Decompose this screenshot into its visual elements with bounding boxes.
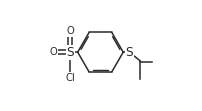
Text: Cl: Cl (66, 73, 75, 83)
Text: O: O (50, 47, 58, 57)
Text: O: O (67, 26, 74, 36)
Text: S: S (125, 46, 133, 59)
Text: S: S (67, 46, 74, 59)
